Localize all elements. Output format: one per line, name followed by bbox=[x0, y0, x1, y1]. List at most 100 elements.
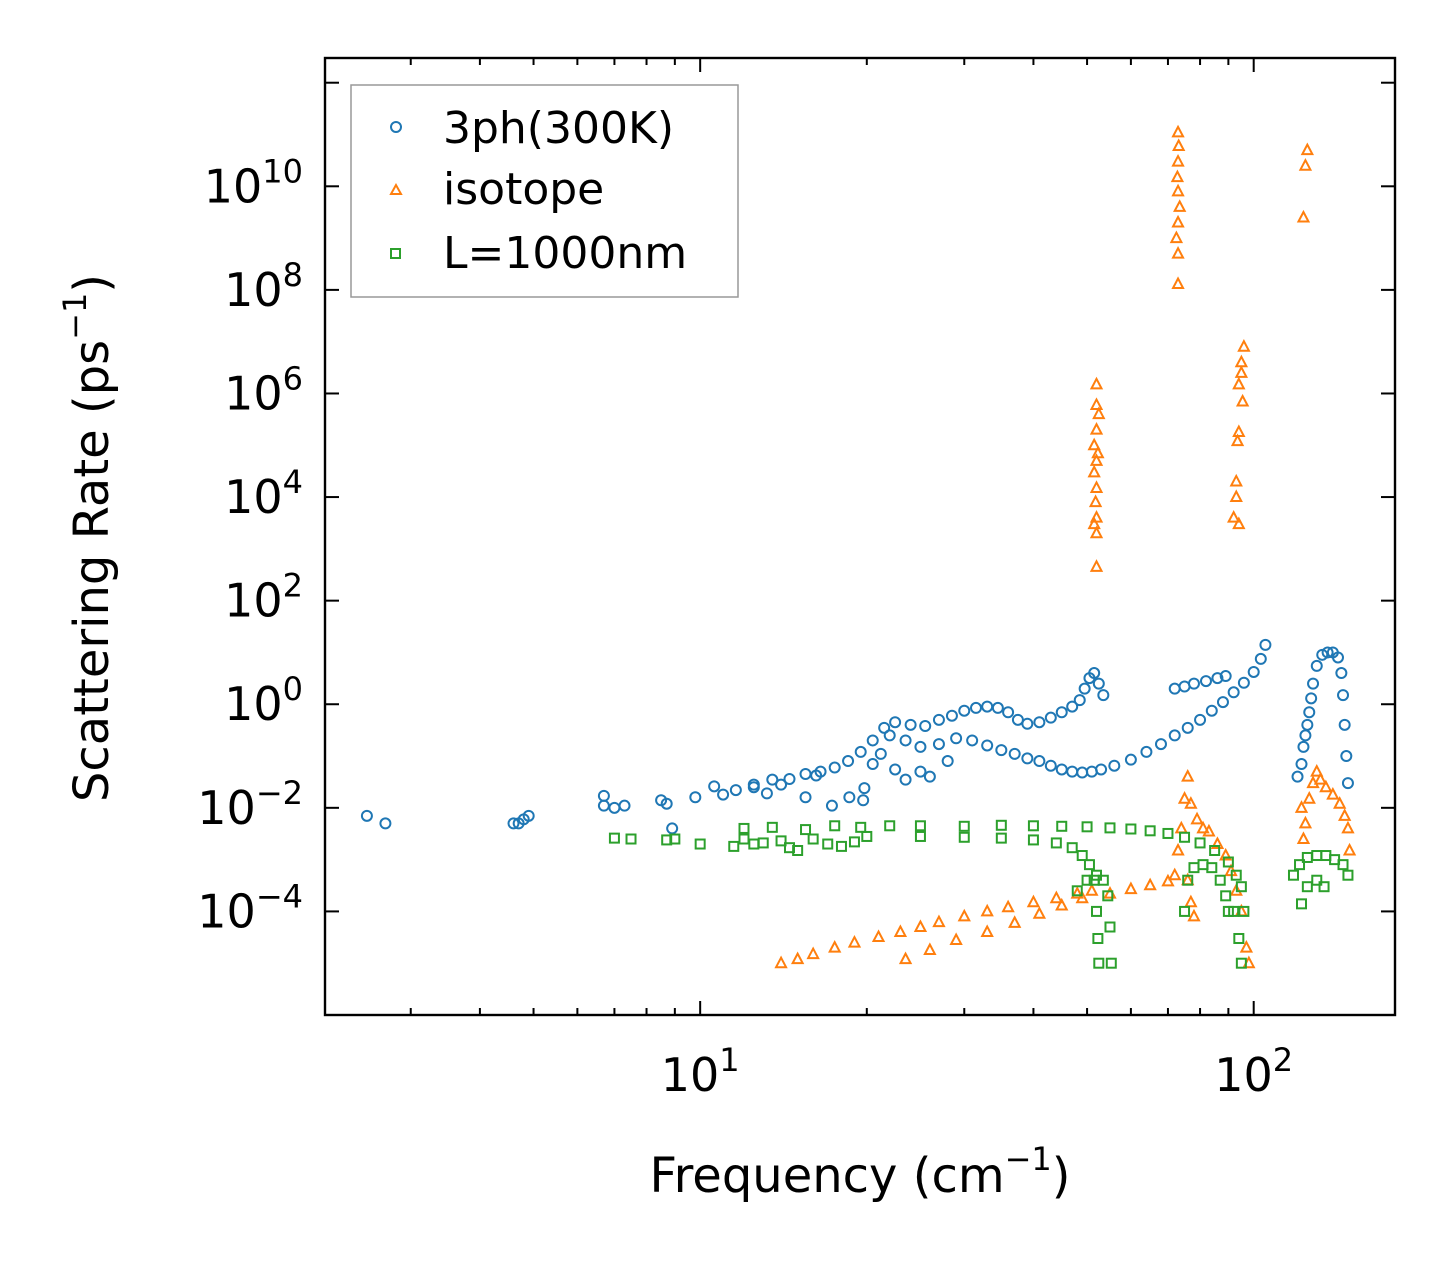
legend-marker-square bbox=[390, 248, 401, 259]
data-point bbox=[857, 794, 870, 807]
data-point bbox=[1194, 713, 1207, 726]
data-point bbox=[1294, 859, 1306, 871]
data-point bbox=[1341, 777, 1354, 790]
data-point bbox=[717, 788, 730, 801]
data-point bbox=[766, 821, 778, 833]
data-point bbox=[1089, 480, 1104, 493]
data-point bbox=[1232, 516, 1246, 530]
data-point bbox=[1140, 745, 1153, 758]
data-point bbox=[1196, 820, 1210, 834]
data-point bbox=[1254, 652, 1267, 665]
data-point bbox=[1311, 850, 1323, 862]
data-point bbox=[1342, 869, 1354, 881]
data-point bbox=[1301, 881, 1313, 893]
data-point bbox=[1055, 763, 1068, 776]
data-point bbox=[1230, 869, 1242, 881]
data-point bbox=[1342, 842, 1357, 856]
data-point bbox=[1235, 393, 1250, 407]
data-point bbox=[1303, 706, 1316, 719]
data-point bbox=[1173, 199, 1187, 212]
data-point bbox=[522, 809, 535, 822]
data-point bbox=[1311, 874, 1323, 886]
data-point bbox=[899, 734, 912, 747]
data-point bbox=[1044, 711, 1057, 724]
data-point bbox=[958, 704, 971, 717]
data-point bbox=[889, 763, 902, 776]
data-point bbox=[1247, 665, 1260, 678]
data-point bbox=[1297, 740, 1310, 753]
data-point bbox=[848, 836, 860, 848]
data-point bbox=[1002, 706, 1015, 719]
data-point bbox=[1179, 831, 1191, 843]
data-point bbox=[843, 791, 856, 804]
data-point bbox=[883, 729, 896, 742]
data-point bbox=[1102, 890, 1114, 902]
data-point bbox=[1298, 815, 1313, 829]
data-point bbox=[898, 951, 913, 965]
data-point bbox=[666, 822, 679, 835]
data-point bbox=[1092, 677, 1105, 690]
data-point bbox=[980, 903, 994, 917]
data-point bbox=[1085, 883, 1099, 896]
data-point bbox=[1235, 881, 1247, 893]
data-point bbox=[1172, 138, 1186, 151]
data-point bbox=[1333, 796, 1347, 809]
data-point bbox=[1171, 276, 1185, 289]
data-point bbox=[1083, 859, 1095, 871]
data-point bbox=[884, 820, 896, 832]
data-point bbox=[1205, 704, 1218, 717]
data-point bbox=[995, 819, 1007, 831]
data-point bbox=[835, 840, 847, 852]
data-point bbox=[1174, 820, 1188, 834]
data-point bbox=[981, 700, 994, 713]
data-point bbox=[1187, 908, 1201, 922]
data-point bbox=[1124, 881, 1138, 895]
data-point bbox=[1177, 791, 1192, 804]
data-point bbox=[1233, 932, 1245, 944]
data-point bbox=[694, 838, 706, 850]
data-point bbox=[1171, 842, 1185, 856]
data-point bbox=[597, 789, 610, 802]
data-point bbox=[1161, 873, 1175, 887]
data-point bbox=[919, 720, 932, 733]
y-tick-label: 106 bbox=[224, 359, 303, 420]
legend-label-isotope: isotope bbox=[443, 164, 604, 215]
data-point bbox=[904, 718, 917, 731]
data-point bbox=[1194, 837, 1206, 849]
data-point bbox=[950, 732, 963, 745]
data-point bbox=[1081, 821, 1093, 833]
data-point bbox=[1008, 915, 1022, 928]
legend-entry-boundary: L=1000nm bbox=[390, 228, 687, 279]
data-point bbox=[893, 924, 908, 938]
data-point bbox=[512, 817, 525, 830]
data-point bbox=[970, 701, 982, 714]
data-point bbox=[829, 820, 841, 832]
data-point bbox=[625, 833, 637, 845]
data-point bbox=[847, 934, 862, 948]
data-point bbox=[1206, 862, 1218, 874]
data-point bbox=[1235, 957, 1247, 969]
data-point bbox=[1301, 718, 1314, 731]
data-point bbox=[914, 765, 927, 778]
data-point bbox=[1087, 464, 1101, 478]
data-point bbox=[1232, 376, 1246, 390]
series-1 bbox=[774, 124, 1357, 969]
data-point bbox=[799, 767, 812, 780]
data-point bbox=[728, 840, 740, 852]
y-tick-label: 1010 bbox=[204, 152, 303, 213]
data-point bbox=[766, 773, 779, 786]
data-point bbox=[1105, 957, 1117, 969]
data-point bbox=[1089, 559, 1104, 572]
data-point bbox=[1088, 667, 1101, 680]
data-point bbox=[792, 844, 804, 856]
series-0 bbox=[360, 638, 1354, 835]
data-point bbox=[1097, 689, 1110, 702]
data-point bbox=[1089, 376, 1104, 390]
data-point bbox=[1055, 897, 1069, 911]
data-point bbox=[1302, 791, 1316, 804]
y-axis-label: Scattering Rate (ps−1) bbox=[56, 274, 120, 802]
y-tick-label: 100 bbox=[224, 670, 303, 731]
data-point bbox=[1021, 717, 1034, 730]
data-point bbox=[1340, 750, 1353, 763]
data-point bbox=[1027, 834, 1039, 846]
